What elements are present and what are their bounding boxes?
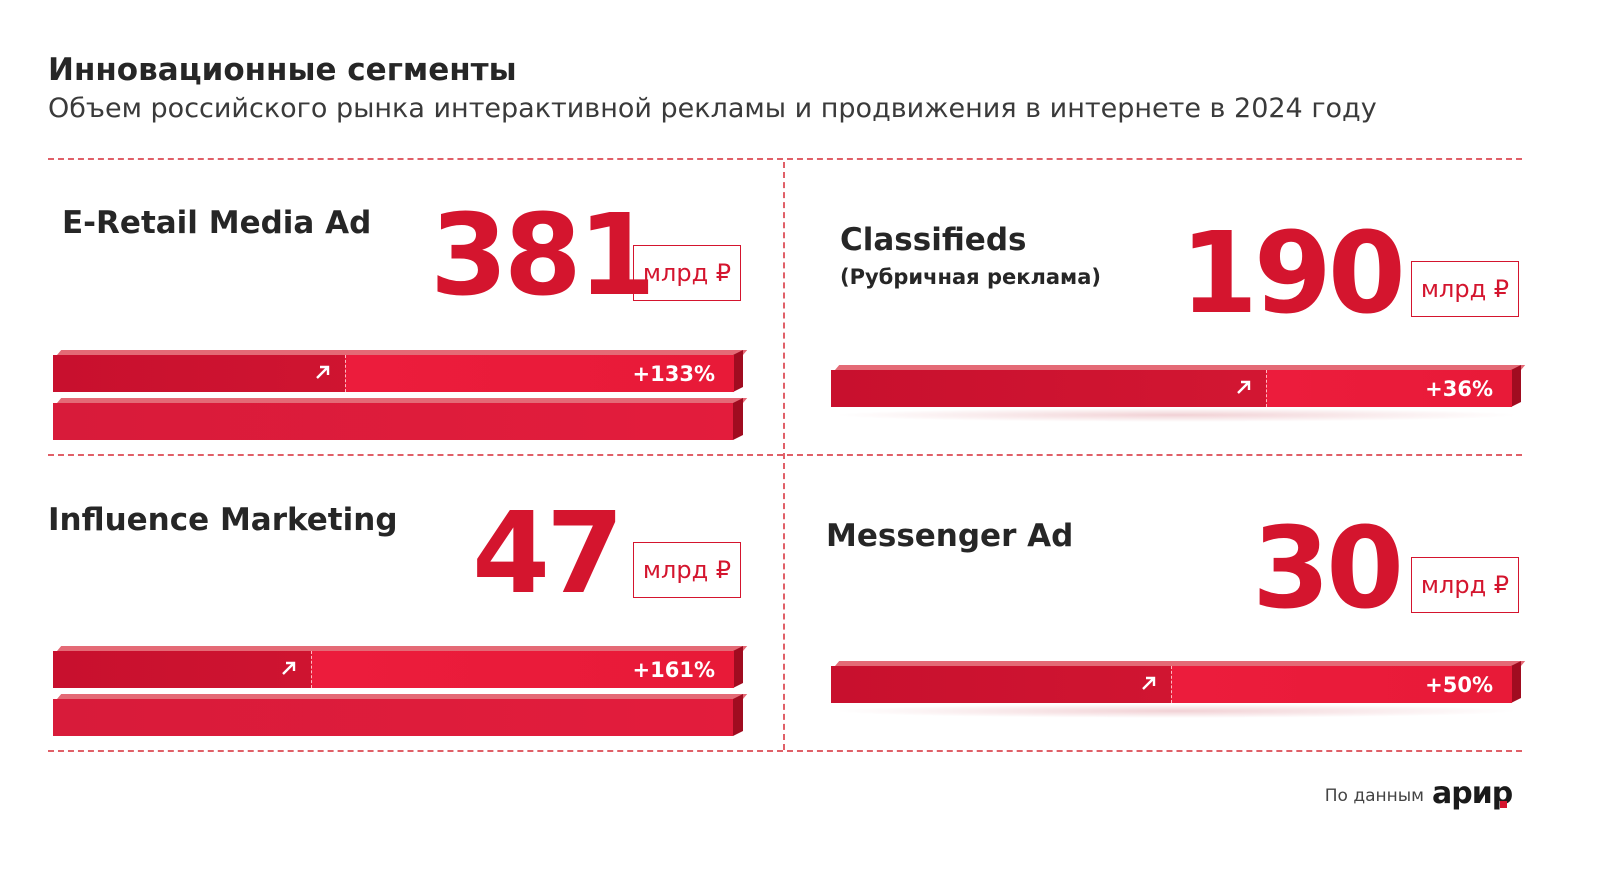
grid-divider-vertical [783, 162, 785, 750]
arrow-up-right-icon [1237, 380, 1251, 394]
growth-percent-label: +36% [1425, 376, 1493, 401]
page-subtitle: Объем российского рынка интерактивной ре… [48, 93, 1377, 124]
segment-value: 47 [472, 489, 624, 619]
unit-badge: млрд ₽ [1411, 261, 1519, 317]
growth-bar: +133% [53, 350, 748, 392]
apir-logo: арир [1432, 776, 1513, 811]
growth-percent-label: +161% [632, 657, 715, 682]
arrow-up-right-icon [316, 365, 330, 379]
growth-bar: +161% [53, 646, 748, 688]
segment-subname: (Рубричная реклама) [840, 265, 1101, 289]
unit-badge: млрд ₽ [633, 245, 741, 301]
growth-bar: +36% [831, 365, 1526, 407]
growth-percent-label: +50% [1425, 672, 1493, 697]
grid-divider-bottom [48, 750, 1522, 752]
base-bar [53, 694, 748, 736]
segment-value: 30 [1252, 504, 1404, 634]
grid-divider-middle [48, 454, 1522, 456]
growth-increment [345, 355, 734, 392]
growth-increment [1266, 370, 1512, 407]
grid-divider-top [48, 158, 1522, 160]
unit-badge: млрд ₽ [1411, 557, 1519, 613]
segment-name: Messenger Ad [826, 518, 1074, 554]
arrow-up-right-icon [282, 661, 296, 675]
page-title: Инновационные сегменты [48, 52, 517, 88]
bar-shadow [831, 408, 1521, 422]
growth-increment [1171, 666, 1512, 703]
base-bar [53, 398, 748, 440]
segment-value: 190 [1180, 209, 1406, 339]
bar-shadow [831, 704, 1521, 718]
segment-value: 381 [430, 191, 656, 321]
segment-name: Influence Marketing [48, 502, 398, 538]
growth-bar: +50% [831, 661, 1526, 703]
segment-name: Classifieds [840, 222, 1027, 258]
growth-percent-label: +133% [632, 361, 715, 386]
unit-badge: млрд ₽ [633, 542, 741, 598]
source-label: По данным [1324, 786, 1424, 806]
growth-increment [311, 651, 734, 688]
arrow-up-right-icon [1142, 676, 1156, 690]
logo-dot [1500, 801, 1507, 808]
segment-name: E-Retail Media Ad [62, 205, 372, 241]
